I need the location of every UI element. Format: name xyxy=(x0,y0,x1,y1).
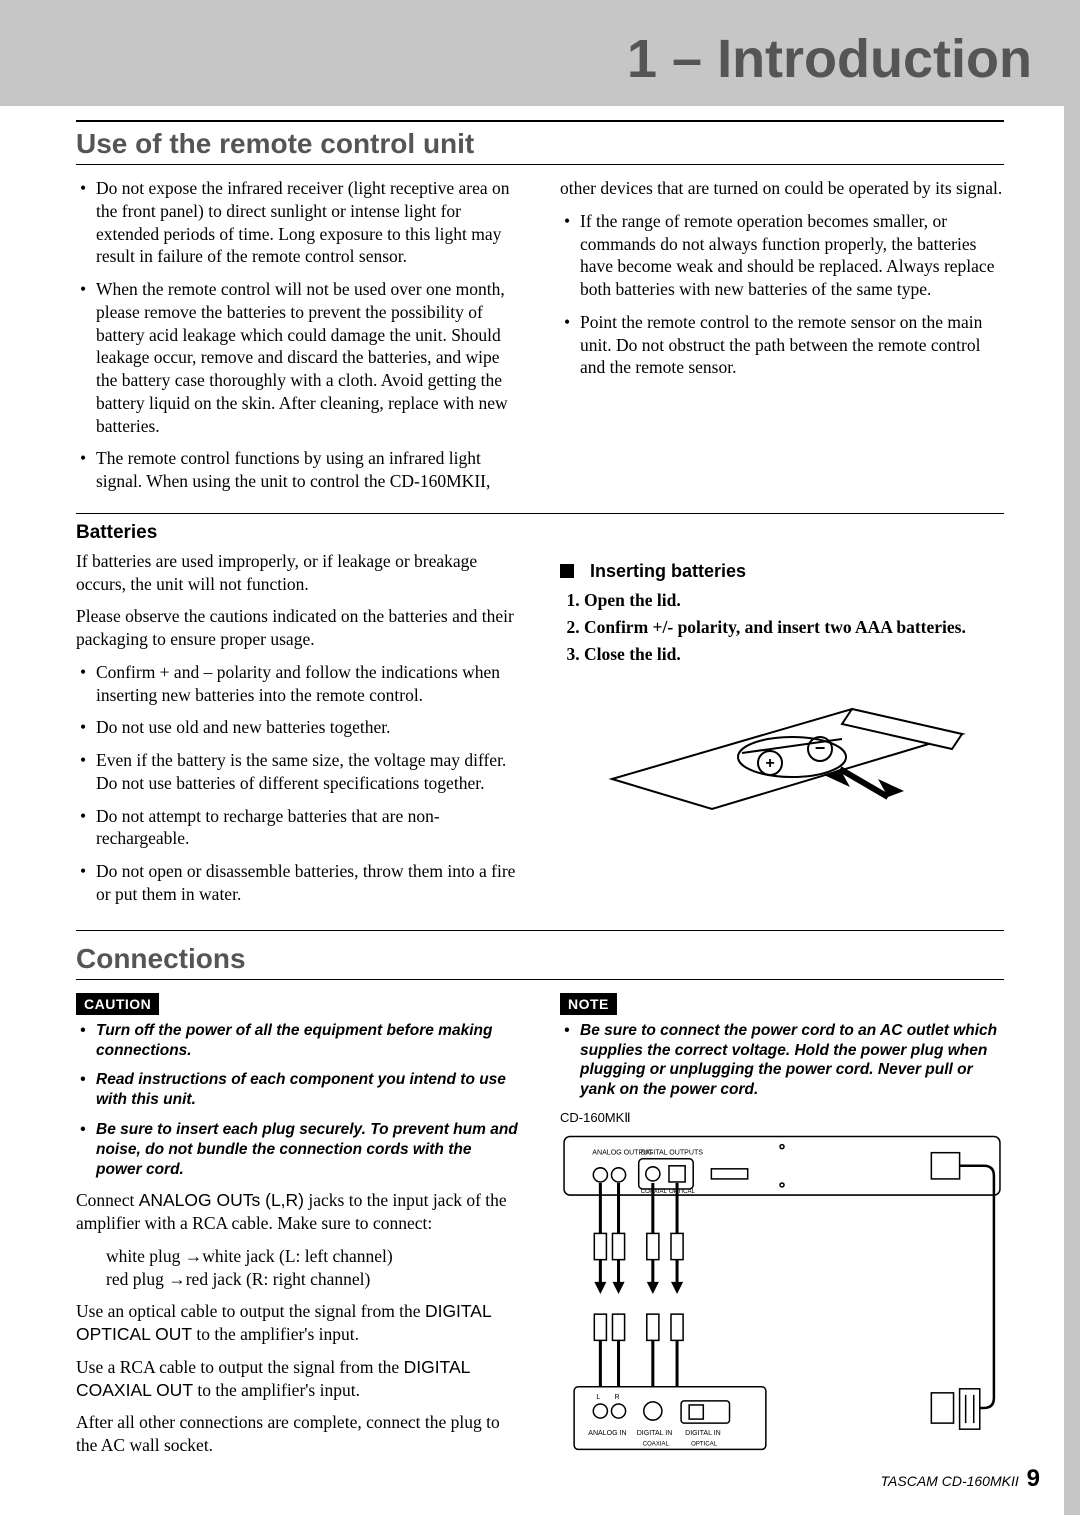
manual-page: 1 – Introduction Use of the remote contr… xyxy=(0,0,1080,1515)
remote-col-right: other devices that are turned on could b… xyxy=(560,177,1004,503)
footer-brand-model: TASCAM CD-160MKII xyxy=(881,1473,1019,1489)
batteries-two-col: If batteries are used improperly, or if … xyxy=(76,550,1004,916)
remote-col-left: Do not expose the infrared receiver (lig… xyxy=(76,177,520,503)
text: Connect xyxy=(76,1190,139,1210)
ac-para: After all other connections are complete… xyxy=(76,1411,520,1457)
remote-left-list: Do not expose the infrared receiver (lig… xyxy=(76,177,520,493)
rule xyxy=(76,930,1004,931)
optical-para: Use an optical cable to output the signa… xyxy=(76,1300,520,1346)
step-item: Confirm +/- polarity, and insert two AAA… xyxy=(584,616,1004,639)
text: white plug xyxy=(106,1246,180,1266)
text: red plug xyxy=(106,1269,164,1289)
device-model-label: CD-160MKⅡ xyxy=(560,1110,1004,1127)
connections-col-right: NOTE Be sure to connect the power cord t… xyxy=(560,992,1004,1469)
list-item: Be sure to insert each plug securely. To… xyxy=(76,1120,520,1179)
square-bullet-icon xyxy=(560,564,574,578)
label: OPTICAL xyxy=(669,1189,696,1195)
text: Use an optical cable to output the signa… xyxy=(76,1301,425,1321)
list-item: Do not expose the infrared receiver (lig… xyxy=(76,177,520,268)
white-plug-line: white plug white jack (L: left channel) xyxy=(106,1245,520,1268)
section-heading-remote: Use of the remote control unit xyxy=(76,120,1004,165)
page-number: 9 xyxy=(1027,1465,1040,1492)
inserting-steps: Open the lid. Confirm +/- polarity, and … xyxy=(560,589,1004,665)
label: DIGITAL OUTPUTS xyxy=(641,1150,704,1157)
text: to the amplifier's input. xyxy=(193,1380,360,1400)
continuation-text: other devices that are turned on could b… xyxy=(560,177,1004,200)
svg-text:−: − xyxy=(815,738,826,758)
arrow-icon xyxy=(180,1246,202,1266)
inserting-batteries-label: Inserting batteries xyxy=(590,561,746,581)
batteries-para2: Please observe the cautions indicated on… xyxy=(76,605,520,651)
connect-analog-para: Connect ANALOG OUTs (L,R) jacks to the i… xyxy=(76,1189,520,1235)
label: DIGITAL IN xyxy=(637,1430,673,1437)
batteries-para1: If batteries are used improperly, or if … xyxy=(76,550,520,596)
text: to the amplifier's input. xyxy=(192,1324,359,1344)
step-item: Close the lid. xyxy=(584,643,1004,666)
remote-two-col: Do not expose the infrared receiver (lig… xyxy=(76,177,1004,503)
list-item: When the remote control will not be used… xyxy=(76,278,520,437)
connections-col-left: CAUTION Turn off the power of all the eq… xyxy=(76,992,520,1469)
plug-mapping: white plug white jack (L: left channel) r… xyxy=(76,1245,520,1291)
page-footer: TASCAM CD-160MKII 9 xyxy=(881,1465,1040,1493)
label: OPTICAL xyxy=(691,1441,718,1447)
content-area: Use of the remote control unit Do not ex… xyxy=(76,120,1004,1469)
connections-two-col: CAUTION Turn off the power of all the eq… xyxy=(76,992,1004,1469)
arrow-icon xyxy=(164,1269,186,1289)
analog-outs-label: ANALOG OUTs (L,R) xyxy=(139,1190,304,1210)
rule xyxy=(76,513,1004,514)
svg-text:L: L xyxy=(596,1394,600,1401)
connection-diagram: ANALOG OUTPUT DIGITAL OUTPUTS COAXIAL OP… xyxy=(560,1129,1004,1469)
section-heading-connections: Connections xyxy=(76,937,1004,980)
step-item: Open the lid. xyxy=(584,589,1004,612)
right-thumb-tab xyxy=(1064,0,1080,1515)
chapter-title: 1 – Introduction xyxy=(627,28,1032,90)
caution-tag: CAUTION xyxy=(76,993,159,1015)
text: white jack (L: left channel) xyxy=(202,1246,392,1266)
note-tag: NOTE xyxy=(560,993,617,1015)
list-item: Do not open or disassemble batteries, th… xyxy=(76,860,520,906)
svg-text:R: R xyxy=(614,1394,619,1401)
text: red jack (R: right channel) xyxy=(186,1269,371,1289)
svg-text:+: + xyxy=(765,755,774,772)
coax-para: Use a RCA cable to output the signal fro… xyxy=(76,1356,520,1402)
list-item: Do not use old and new batteries togethe… xyxy=(76,716,520,739)
list-item: Confirm + and – polarity and follow the … xyxy=(76,661,520,707)
text: Use a RCA cable to output the signal fro… xyxy=(76,1357,404,1377)
list-item: If the range of remote operation becomes… xyxy=(560,210,1004,301)
batteries-col-left: If batteries are used improperly, or if … xyxy=(76,550,520,916)
note-list: Be sure to connect the power cord to an … xyxy=(560,1021,1004,1100)
list-item: Read instructions of each component you … xyxy=(76,1070,520,1110)
list-item: The remote control functions by using an… xyxy=(76,447,520,493)
inserting-batteries-heading: Inserting batteries xyxy=(560,560,1004,583)
red-plug-line: red plug red jack (R: right channel) xyxy=(106,1268,520,1291)
caution-list: Turn off the power of all the equipment … xyxy=(76,1021,520,1180)
label: DIGITAL IN xyxy=(685,1430,721,1437)
batteries-list: Confirm + and – polarity and follow the … xyxy=(76,661,520,906)
list-item: Turn off the power of all the equipment … xyxy=(76,1021,520,1061)
list-item: Be sure to connect the power cord to an … xyxy=(560,1021,1004,1100)
list-item: Do not attempt to recharge batteries tha… xyxy=(76,805,520,851)
header-band: 1 – Introduction xyxy=(0,0,1080,106)
label: ANALOG IN xyxy=(588,1430,626,1437)
batteries-col-right: Inserting batteries Open the lid. Confir… xyxy=(560,550,1004,916)
subheading-batteries: Batteries xyxy=(76,522,1004,544)
list-item: Even if the battery is the same size, th… xyxy=(76,749,520,795)
list-item: Point the remote control to the remote s… xyxy=(560,311,1004,379)
remote-battery-illustration: + − xyxy=(592,679,972,819)
remote-right-list: If the range of remote operation becomes… xyxy=(560,210,1004,379)
label: COAXIAL xyxy=(643,1441,670,1447)
